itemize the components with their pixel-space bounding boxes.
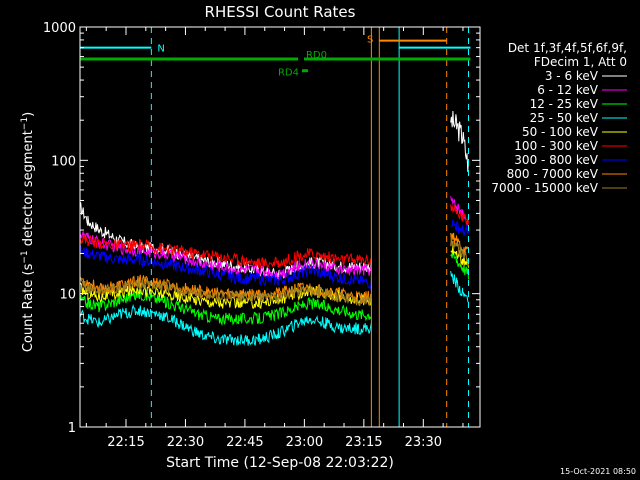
x-tick-label: 22:30: [167, 435, 204, 450]
x-tick-label: 22:15: [107, 435, 144, 450]
series-line: [450, 219, 469, 236]
x-tick-label: 22:45: [226, 435, 263, 450]
series-line: [450, 236, 469, 266]
series-line: [79, 245, 372, 291]
series-line: [79, 288, 372, 327]
state-bar-label: S: [367, 35, 373, 46]
state-bar-label: N: [157, 44, 164, 55]
series-line: [450, 110, 469, 172]
series-line: [79, 234, 372, 269]
legend-entry-label: 50 - 100 keV: [522, 125, 599, 139]
series-line: [450, 270, 469, 304]
y-tick-label: 1000: [43, 21, 76, 36]
legend-entry-label: 3 - 6 keV: [545, 69, 599, 83]
chart-title: RHESSI Count Rates: [205, 3, 356, 21]
plot-frame: [79, 26, 481, 428]
footer-timestamp: 15-Oct-2021 08:50: [560, 467, 636, 476]
legend-entry-label: 100 - 300 keV: [514, 139, 598, 153]
series-line: [450, 232, 469, 256]
state-bar-label: RD0: [306, 50, 327, 61]
x-tick-label: 23:30: [405, 435, 442, 450]
legend-entry-label: 6 - 12 keV: [537, 83, 599, 97]
legend-header-detectors: Det 1f,3f,4f,5f,6f,9f,: [508, 41, 627, 55]
y-tick-label: 100: [51, 154, 76, 169]
legend-entry-label: 800 - 7000 keV: [507, 167, 599, 181]
series-line: [450, 249, 469, 280]
legend-entry-label: 300 - 800 keV: [514, 153, 598, 167]
x-tick-label: 23:15: [345, 435, 382, 450]
series-line: [450, 204, 469, 226]
legend-entry-label: 25 - 50 keV: [530, 111, 599, 125]
y-tick-label: 1: [68, 421, 76, 436]
legend: Det 1f,3f,4f,5f,6f,9f, FDecim 1, Att 0 3…: [491, 41, 627, 195]
series-line: [79, 276, 372, 307]
legend-header-decimation: FDecim 1, Att 0: [534, 55, 627, 69]
state-bar-label: RD4: [278, 68, 299, 79]
x-tick-label: 23:00: [286, 435, 323, 450]
y-axis-label: Count Rate (s−1 detector segment−1): [20, 112, 36, 352]
legend-entry-label: 12 - 25 keV: [530, 97, 599, 111]
legend-entry-label: 7000 - 15000 keV: [491, 181, 598, 195]
series-line: [79, 304, 372, 346]
x-axis-label: Start Time (12-Sep-08 22:03:22): [166, 455, 394, 471]
y-tick-label: 10: [59, 288, 76, 303]
